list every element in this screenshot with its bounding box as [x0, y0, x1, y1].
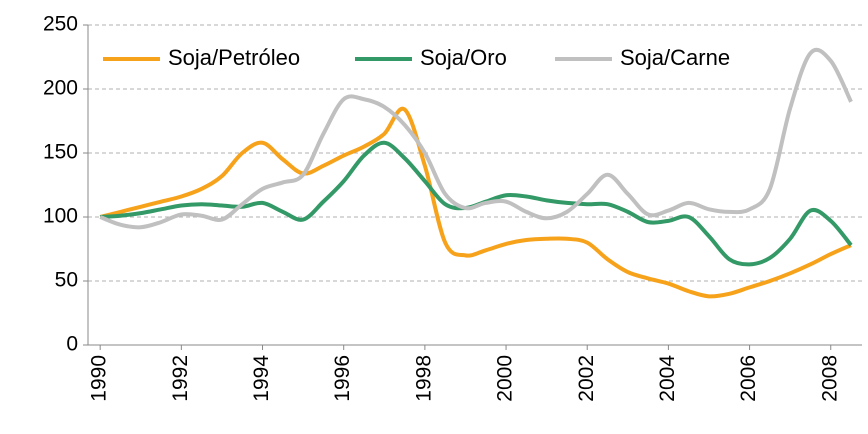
series-line: [100, 140, 853, 267]
y-tick-label: 100: [43, 205, 78, 228]
x-tick-label: 1992: [169, 355, 192, 402]
legend-label: Soja/Petróleo: [168, 45, 300, 70]
x-tick-label: 1994: [250, 355, 273, 402]
y-tick-label: 0: [66, 333, 78, 356]
x-tick-label: 2006: [737, 355, 760, 402]
y-tick-label: 200: [43, 77, 78, 100]
y-tick-label: 150: [43, 141, 78, 164]
series-line: [99, 106, 852, 299]
legend-label: Soja/Oro: [420, 45, 507, 70]
y-tick-label: 250: [43, 13, 78, 36]
legend-label: Soja/Carne: [620, 45, 730, 70]
x-tick-label: 1998: [412, 355, 435, 402]
x-tick-label: 1990: [88, 355, 111, 402]
x-tick-label: 1996: [331, 355, 354, 402]
x-tick-label: 2008: [818, 355, 841, 402]
x-tick-label: 2004: [656, 355, 679, 402]
x-tick-label: 2000: [494, 355, 517, 402]
series-line: [99, 47, 853, 230]
x-tick-label: 2002: [575, 355, 598, 402]
y-tick-label: 50: [55, 269, 78, 292]
